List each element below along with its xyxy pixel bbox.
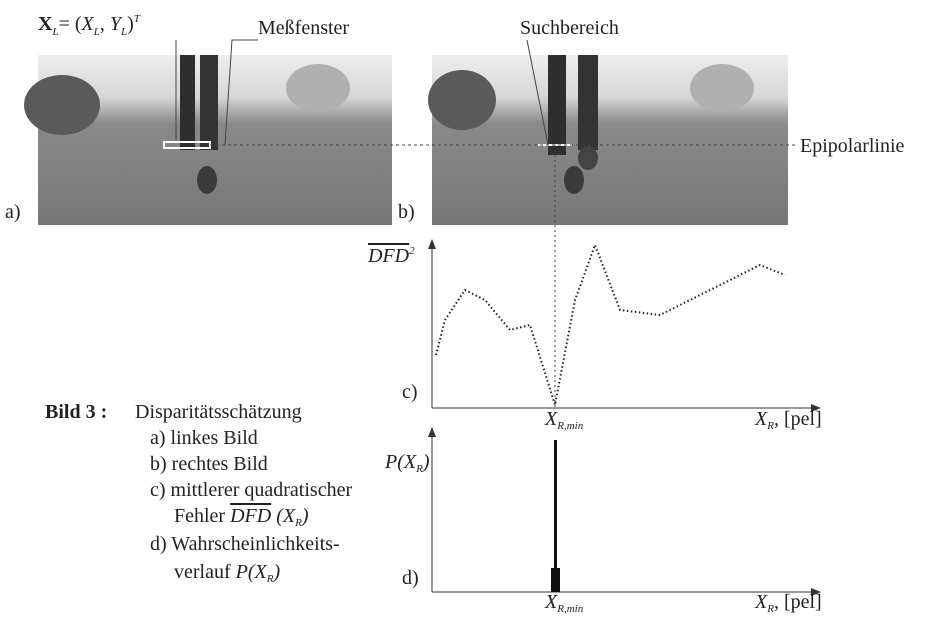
text-part: ) (301, 505, 309, 527)
text-part: ) (272, 561, 280, 583)
text-part: X (544, 408, 558, 430)
caption-item: d) Wahrscheinlichkeits- (150, 533, 340, 555)
text-part: R (266, 573, 274, 585)
label-a: a) (5, 201, 21, 223)
caption-item: verlauf P(XR) (174, 561, 280, 585)
probability-base (551, 568, 560, 592)
text-part: verlauf (174, 561, 236, 583)
text-part: R (415, 463, 423, 475)
photo-right (428, 55, 788, 225)
text-part: R (766, 603, 774, 615)
label-b: b) (398, 201, 415, 223)
text-part: P( (235, 561, 256, 583)
text-part: X (754, 591, 768, 613)
dfd-curve (435, 242, 786, 406)
pointers (175, 39, 795, 408)
caption: Bild 3 : Disparitätsschätzung a) linkes … (45, 401, 352, 585)
text-part: , [pel] (774, 408, 822, 430)
text-part: X (754, 408, 768, 430)
text-part: X (544, 591, 558, 613)
text-part: R (766, 420, 774, 432)
text-part: L (51, 26, 58, 38)
text-part: X (282, 505, 296, 527)
formula: XL= (XL, YL)T (38, 13, 141, 38)
label-d: d) (402, 567, 419, 589)
x-label-c: XR, [pel] (754, 408, 822, 432)
x-min-d: XR,min (544, 591, 584, 615)
caption-item: Fehler DFD (XR) (174, 505, 309, 529)
text-part: ) (422, 451, 430, 473)
text-part: X (38, 13, 53, 35)
label-window: Meßfenster (258, 17, 349, 39)
y-label-c: DFD2 (367, 245, 415, 267)
axes-d (428, 427, 821, 596)
text-part: X (254, 561, 268, 583)
text-part: ) (127, 13, 134, 35)
text-part: Fehler (174, 505, 230, 527)
caption-item: c) mittlerer quadratischer (150, 479, 352, 501)
caption-item: a) linkes Bild (150, 427, 258, 449)
text-part: L (120, 26, 127, 38)
text-part: X (403, 451, 417, 473)
text-part: R,min (556, 603, 583, 615)
label-search: Suchbereich (520, 17, 619, 39)
axes-c (428, 239, 821, 412)
text-part: ( (271, 505, 284, 527)
text-part: , [pel] (774, 591, 822, 613)
caption-title: Bild 3 : (45, 401, 107, 423)
photo-left (24, 55, 392, 225)
text-part: DFD (367, 245, 410, 267)
text-part: P( (384, 451, 405, 473)
caption-heading: Disparitätsschätzung (135, 401, 302, 423)
text-part: 2 (409, 245, 415, 257)
text-part: X (81, 13, 95, 35)
text-part: R (294, 517, 302, 529)
text-part: R,min (556, 420, 583, 432)
text-part: , (100, 13, 110, 35)
label-c: c) (402, 381, 418, 403)
label-epipolar: Epipolarlinie (800, 135, 905, 157)
text-part: DFD (229, 505, 272, 527)
x-label-d: XR, [pel] (754, 591, 822, 615)
text-part: T (134, 13, 141, 25)
text-part: Y (110, 13, 123, 35)
caption-item: b) rechtes Bild (150, 453, 268, 475)
x-min-c: XR,min (544, 408, 584, 432)
probability-peak (554, 440, 557, 592)
text-part: L (93, 26, 100, 38)
y-label-d: P(XR) (384, 451, 430, 475)
text-part: = ( (59, 13, 82, 35)
